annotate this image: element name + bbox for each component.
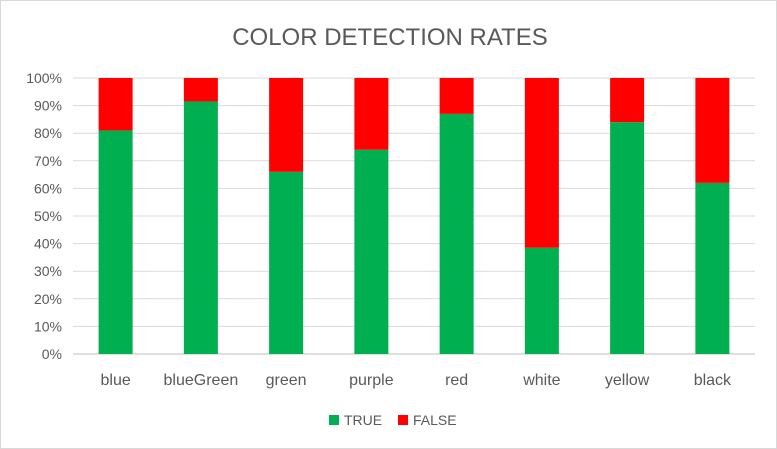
y-axis: 0% 10% 20% 30% 40% 50% 60% 70% 80% 90% 100%	[26, 70, 62, 362]
bar-false-purple	[354, 78, 389, 150]
legend-swatch-false	[398, 415, 408, 425]
chart-title: COLOR DETECTION RATES	[232, 24, 548, 51]
y-tick-label: 60%	[34, 180, 62, 196]
y-tick-label: 20%	[34, 291, 62, 307]
x-tick-label: white	[522, 372, 560, 389]
gridlines	[73, 77, 755, 355]
bar-false-yellow	[610, 78, 645, 123]
x-tick-label: red	[445, 372, 468, 389]
x-tick-label: green	[266, 372, 307, 389]
y-tick-label: 50%	[34, 208, 62, 224]
y-tick-label: 10%	[34, 318, 62, 334]
x-tick-label: blue	[101, 372, 131, 389]
y-tick-label: 100%	[26, 70, 62, 86]
x-tick-label: blueGreen	[164, 372, 239, 389]
legend-label-true: TRUE	[344, 412, 382, 428]
bar-false-blue	[98, 78, 133, 131]
bars	[98, 78, 730, 355]
bar-true-blueGreen	[183, 101, 218, 355]
bar-true-purple	[354, 149, 389, 354]
bar-true-yellow	[610, 122, 645, 354]
x-axis: blue blueGreen green purple red white yellow bl…	[101, 372, 733, 389]
bar-false-white	[524, 78, 559, 248]
bar-true-white	[524, 247, 559, 354]
bar-true-red	[439, 113, 474, 354]
y-tick-label: 90%	[34, 98, 62, 114]
legend: TRUE FALSE	[329, 412, 457, 428]
y-tick-label: 0%	[42, 346, 62, 362]
bar-false-red	[439, 78, 474, 114]
legend-label-false: FALSE	[413, 412, 457, 428]
bar-false-black	[695, 78, 730, 183]
bar-false-green	[269, 78, 304, 172]
y-tick-label: 40%	[34, 236, 62, 252]
y-tick-label: 30%	[34, 263, 62, 279]
x-tick-label: yellow	[605, 372, 650, 389]
bar-false-blueGreen	[183, 78, 218, 102]
bar-true-green	[269, 171, 304, 354]
y-tick-label: 80%	[34, 125, 62, 141]
x-tick-label: black	[694, 372, 732, 389]
bar-true-black	[695, 182, 730, 354]
x-tick-label: purple	[349, 372, 394, 389]
bar-true-blue	[98, 130, 133, 354]
legend-swatch-true	[329, 415, 339, 425]
y-tick-label: 70%	[34, 153, 62, 169]
